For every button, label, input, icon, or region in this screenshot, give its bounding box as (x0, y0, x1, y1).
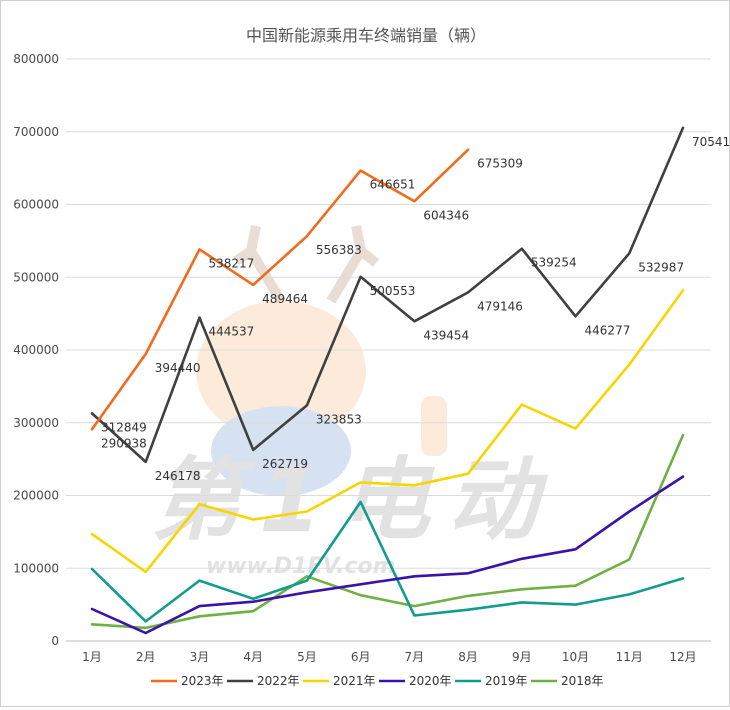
legend-item: 2020年 (379, 674, 452, 688)
data-label: 500553 (370, 284, 416, 298)
legend-item: 2022年 (227, 674, 300, 688)
series-line-2018年 (90, 433, 685, 630)
x-tick-label: 10月 (562, 650, 589, 664)
watermark-mascot-body (211, 406, 351, 496)
x-tick-label: 12月 (669, 650, 696, 664)
legend-label: 2018年 (561, 674, 604, 688)
x-tick-label: 4月 (243, 650, 263, 664)
x-tick-label: 1月 (82, 650, 102, 664)
legend-label: 2020年 (409, 674, 452, 688)
watermark-mascot-head (196, 301, 366, 441)
x-tick-label: 5月 (297, 650, 317, 664)
y-tick-label: 500000 (13, 270, 59, 284)
data-label: 646651 (370, 178, 416, 192)
series-line-2022年 (90, 126, 685, 464)
legend-label: 2023年 (181, 674, 224, 688)
x-tick-label: 2月 (136, 650, 156, 664)
series-lines (90, 126, 685, 635)
x-tick-label: 9月 (512, 650, 532, 664)
data-labels: 290938 394440 538217 489464 556383 646651 6043… (101, 135, 730, 483)
data-label: 705416 (692, 135, 730, 149)
watermark-url: www.D1EV.com (206, 554, 396, 579)
x-tick-label: 7月 (405, 650, 425, 664)
data-label: 323853 (316, 412, 362, 426)
legend-item: 2018年 (531, 674, 604, 688)
data-label: 262719 (262, 457, 308, 471)
data-label: 556383 (316, 243, 362, 257)
y-tick-label: 600000 (13, 198, 59, 212)
legend-item: 2023年 (151, 674, 224, 688)
data-label: 532987 (638, 260, 684, 274)
y-tick-label: 800000 (13, 52, 59, 66)
data-label: 446277 (585, 323, 631, 337)
y-tick-label: 100000 (13, 561, 59, 575)
gridlines (66, 58, 711, 642)
data-label: 312849 (101, 420, 147, 434)
watermark-antler-icon (233, 225, 380, 304)
legend-label: 2019年 (485, 674, 528, 688)
y-tick-label: 0 (51, 634, 59, 648)
y-tick-label: 200000 (13, 489, 59, 503)
data-label: 444537 (208, 325, 254, 339)
watermark-thumb-icon (421, 396, 447, 456)
data-label: 539254 (531, 256, 577, 270)
series-line-2020年 (90, 475, 685, 635)
watermark-logo-text: 第1电动 (151, 448, 556, 553)
y-tick-label: 300000 (13, 416, 59, 430)
data-label: 439454 (423, 328, 469, 342)
legend-label: 2021年 (333, 674, 376, 688)
data-label: 538217 (208, 256, 254, 270)
series-line-2019年 (90, 500, 685, 623)
series-line-2023年 (90, 148, 470, 431)
data-label: 479146 (477, 299, 523, 313)
x-tick-label: 8月 (458, 650, 478, 664)
y-tick-label: 700000 (13, 125, 59, 139)
legend-item: 2021年 (303, 674, 376, 688)
data-label: 246178 (155, 469, 201, 483)
series-line-2021年 (90, 289, 685, 574)
legend-label: 2022年 (257, 674, 300, 688)
data-label: 675309 (477, 157, 523, 171)
x-tick-label: 3月 (190, 650, 210, 664)
legend-item: 2019年 (455, 674, 528, 688)
chart-title: 中国新能源乘用车终端销量（辆） (246, 26, 486, 45)
x-axis: 1月 2月 3月 4月 5月 6月 7月 8月 9月 10月 11月 12月 (82, 650, 696, 664)
data-label: 290938 (101, 436, 147, 450)
data-label: 394440 (155, 361, 201, 375)
data-label: 604346 (423, 208, 469, 222)
x-tick-label: 11月 (616, 650, 643, 664)
watermark: 第1电动 www.D1EV.com (151, 225, 556, 579)
x-tick-label: 6月 (351, 650, 371, 664)
data-label: 489464 (262, 292, 308, 306)
legend: 2023年 2022年 2021年 2020年 2019年 2018年 (151, 674, 604, 688)
y-axis: 0 100000 200000 300000 400000 500000 600000 700… (13, 52, 59, 648)
y-tick-label: 400000 (13, 343, 59, 357)
